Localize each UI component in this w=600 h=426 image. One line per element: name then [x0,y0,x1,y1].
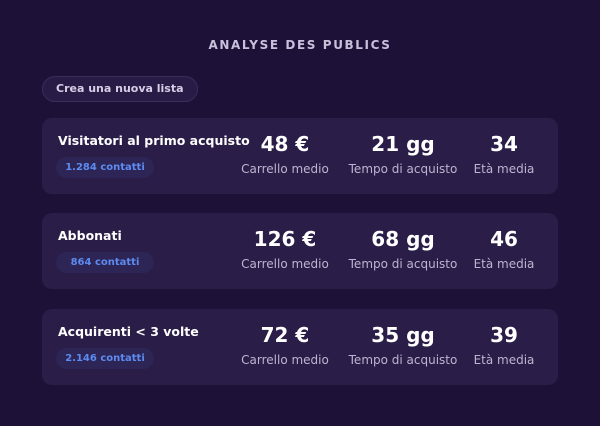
stat-purchase-time: 68 gg Tempo di acquisto [344,227,462,271]
create-new-list-button[interactable]: Crea una nuova lista [42,76,198,102]
audience-name: Abbonati [58,228,122,243]
audience-card-subscribers[interactable]: Abbonati 864 contatti 126 € Carrello med… [42,213,558,289]
stat-label: Età media [473,257,535,271]
stat-label: Età media [473,353,535,367]
stat-value: 68 gg [371,227,435,251]
audience-card-occasional-buyers[interactable]: Acquirenti < 3 volte 2.146 contatti 72 €… [42,309,558,385]
contacts-badge: 1.284 contatti [56,157,154,178]
stat-average-age: 39 Età media [466,323,542,367]
stat-purchase-time: 21 gg Tempo di acquisto [344,132,462,176]
stat-purchase-time: 35 gg Tempo di acquisto [344,323,462,367]
audience-card-first-time-visitors[interactable]: Visitatori al primo acquisto 1.284 conta… [42,118,558,194]
stat-average-cart: 48 € Carrello medio [232,132,338,176]
stat-value: 39 [490,323,518,347]
stat-value: 46 [490,227,518,251]
audience-name: Visitatori al primo acquisto [58,133,250,148]
stat-label: Tempo di acquisto [348,353,458,367]
stat-label: Carrello medio [241,353,329,367]
stat-average-cart: 126 € Carrello medio [232,227,338,271]
stat-value: 48 € [260,132,310,156]
stat-label: Tempo di acquisto [348,257,458,271]
audience-name: Acquirenti < 3 volte [58,324,199,339]
stat-average-age: 34 Età media [466,132,542,176]
stat-value: 72 € [260,323,310,347]
stat-label: Tempo di acquisto [348,162,458,176]
stat-average-cart: 72 € Carrello medio [232,323,338,367]
stat-label: Età media [473,162,535,176]
stat-value: 34 [490,132,518,156]
contacts-badge: 2.146 contatti [56,348,154,369]
stat-value: 21 gg [371,132,435,156]
stat-average-age: 46 Età media [466,227,542,271]
stat-value: 126 € [253,227,317,251]
stat-value: 35 gg [371,323,435,347]
page-title: ANALYSE DES PUBLICS [208,38,392,52]
contacts-badge: 864 contatti [56,252,154,273]
stat-label: Carrello medio [241,257,329,271]
stat-label: Carrello medio [241,162,329,176]
